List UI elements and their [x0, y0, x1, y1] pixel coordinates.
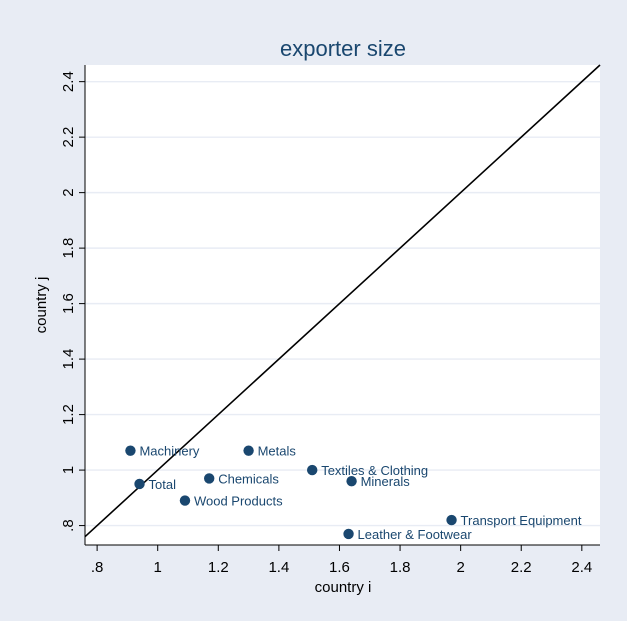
y-tick-label: .8	[60, 519, 77, 532]
y-tick-label: 2.2	[60, 127, 77, 148]
point-label: Textiles & Clothing	[321, 463, 428, 478]
scatter-point	[307, 464, 318, 476]
point-label: Machinery	[139, 444, 199, 459]
x-axis-title: country i	[315, 579, 372, 596]
point-label: Wood Products	[194, 494, 283, 509]
point-label: Minerals	[361, 474, 411, 489]
reference-diagonal-line	[84, 64, 601, 538]
scatter-point	[179, 495, 191, 506]
scatter-point	[343, 528, 354, 540]
y-tick-label: 1.8	[60, 238, 77, 259]
x-tick-label: 1.8	[390, 559, 411, 576]
y-tick-label: 1.6	[60, 293, 77, 314]
y-tick-label: 1.4	[60, 349, 77, 370]
y-tick-label: 1.2	[60, 404, 77, 425]
y-tick-label: 1	[60, 466, 77, 474]
plot-area	[85, 65, 600, 545]
data-points: Machinery Total Wood Products Chemicals Meta…	[125, 444, 582, 542]
x-tick-label: .8	[91, 559, 104, 576]
point-label: Total	[149, 477, 177, 492]
point-label: Chemicals	[218, 471, 279, 486]
y-tick-label: 2.4	[60, 71, 77, 92]
y-axis-title: country j	[33, 277, 50, 334]
point-label: Metals	[258, 444, 297, 459]
x-tick-label: 1.6	[329, 559, 350, 576]
x-tick-label: 2	[456, 559, 464, 576]
x-tick-label: 1	[154, 559, 162, 576]
scatter-point	[125, 445, 136, 456]
x-tick-label: 2.4	[571, 559, 592, 576]
y-tick-label: 2	[60, 188, 77, 196]
point-label: Leather & Footwear	[358, 527, 473, 542]
x-axis-ticks: .8 1 1.2 1.4 1.6 1.8 2 2.2 2.4	[91, 545, 592, 576]
scatter-point	[346, 475, 357, 487]
x-tick-label: 1.2	[208, 559, 229, 576]
scatter-point	[134, 478, 145, 490]
gridlines	[85, 80, 600, 527]
x-tick-label: 1.4	[268, 559, 289, 576]
chart-title: exporter size	[280, 36, 406, 61]
point-label: Transport Equipment	[461, 513, 582, 528]
scatter-point	[446, 514, 457, 526]
x-tick-label: 2.2	[511, 559, 532, 576]
y-axis-ticks: .8 1 1.2 1.4 1.6 1.8 2 2.2 2.4	[60, 71, 85, 532]
scatter-point	[204, 473, 215, 484]
scatter-point	[243, 445, 254, 456]
